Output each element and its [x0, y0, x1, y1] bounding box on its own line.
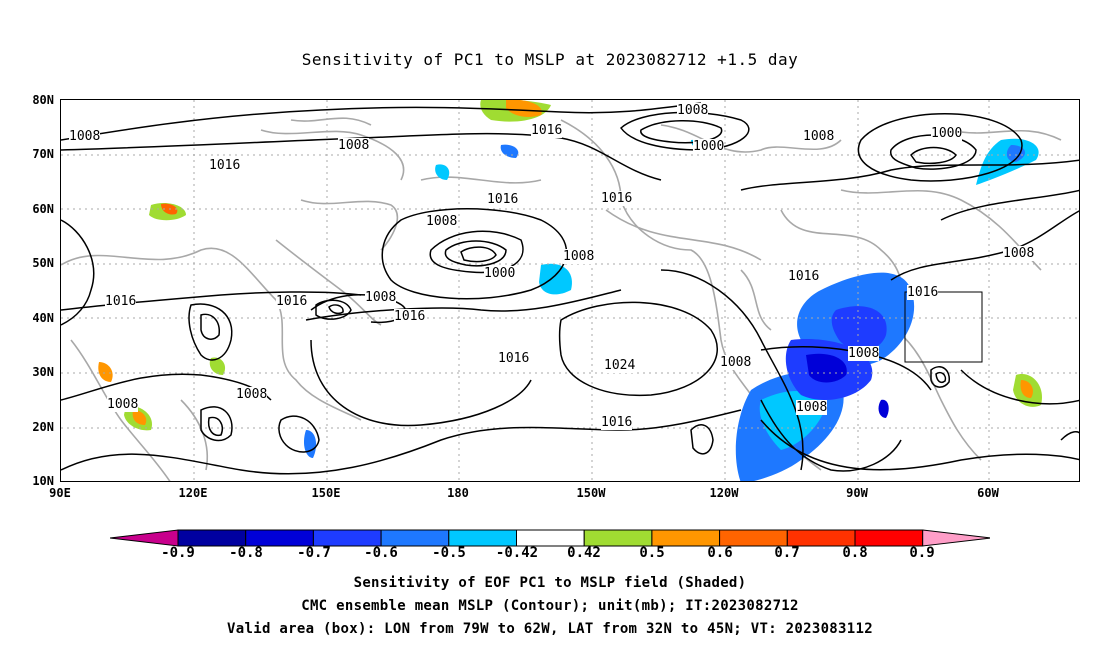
contour-label: 1000 [693, 139, 725, 154]
contour-label: 1008 [426, 214, 458, 229]
colorbar-swatch [651, 529, 721, 547]
contour-label: 1016 [394, 309, 426, 324]
contour-label: 1024 [604, 358, 636, 373]
map-panel: 1008 1008 1016 1008 1000 1008 1000 1016 … [60, 99, 1080, 482]
colorbar-label: 0.9 [909, 545, 935, 561]
contour-label: 1016 [498, 351, 530, 366]
colorbar-swatch [516, 529, 585, 547]
colorbar-label: 0.7 [774, 545, 800, 561]
contour-label: 1008 [796, 400, 828, 415]
contour-label: 1000 [484, 266, 516, 281]
lat-label-80n: 80N [32, 93, 54, 107]
contour-label: 1016 [788, 269, 820, 284]
lat-label-50n: 50N [32, 256, 54, 270]
colorbar-max-triangle [922, 529, 990, 547]
colorbar-label: -0.7 [297, 545, 331, 561]
lon-label-120w: 120W [709, 486, 739, 500]
lon-label-60w: 60W [977, 486, 999, 500]
colorbar-swatch [854, 529, 924, 547]
colorbar-swatch [583, 529, 653, 547]
contour-label: 1016 [601, 415, 633, 430]
colorbar [110, 529, 990, 547]
colorbar-swatch [177, 529, 247, 547]
contour-label: 1008 [563, 249, 595, 264]
colorbar-label: -0.42 [495, 545, 539, 561]
colorbar-label: -0.6 [364, 545, 398, 561]
contour-label: 1008 [848, 346, 880, 361]
contour-label: 1016 [276, 294, 308, 309]
colorbar-swatch [312, 529, 382, 547]
lon-label-90e: 90E [49, 486, 71, 500]
colorbar-swatch [448, 529, 517, 547]
lon-label-150e: 150E [311, 486, 341, 500]
colorbar-min-triangle [110, 529, 179, 547]
contour-label: 1008 [1003, 246, 1035, 261]
colorbar-label: 0.42 [567, 545, 601, 561]
contour-label: 1016 [487, 192, 519, 207]
contour-label: 1008 [720, 355, 752, 370]
contour-label: 1008 [107, 397, 139, 412]
contour-label: 1016 [209, 158, 241, 173]
caption-line-3: Valid area (box): LON from 79W to 62W, L… [227, 621, 873, 637]
contour-label: 1000 [931, 126, 963, 141]
contour-label: 1008 [365, 290, 397, 305]
contour-label: 1016 [907, 285, 939, 300]
colorbar-label: -0.8 [229, 545, 263, 561]
mslp-contours [61, 102, 1079, 475]
colorbar-swatch [245, 529, 314, 547]
contour-label: 1016 [601, 191, 633, 206]
contour-label: 1008 [803, 129, 835, 144]
lat-label-60n: 60N [32, 202, 54, 216]
caption-line-1: Sensitivity of EOF PC1 to MSLP field (Sh… [353, 575, 747, 591]
lon-label-150w: 150W [576, 486, 606, 500]
colorbar-swatch [719, 529, 788, 547]
lat-label-20n: 20N [32, 420, 54, 434]
contour-label: 1016 [531, 123, 563, 138]
lat-label-30n: 30N [32, 365, 54, 379]
colorbar-label: 0.5 [639, 545, 665, 561]
contour-label: 1008 [338, 138, 370, 153]
lat-label-40n: 40N [32, 311, 54, 325]
colorbar-swatch [786, 529, 856, 547]
lat-label-70n: 70N [32, 147, 54, 161]
contour-label: 1008 [69, 129, 101, 144]
page-title: Sensitivity of PC1 to MSLP at 2023082712… [301, 50, 799, 69]
contour-label: 1008 [236, 387, 268, 402]
colorbar-label: -0.5 [432, 545, 466, 561]
lon-label-120e: 120E [178, 486, 208, 500]
colorbar-label: 0.8 [842, 545, 868, 561]
lon-label-180: 180 [447, 486, 469, 500]
contour-label: 1016 [105, 294, 137, 309]
colorbar-swatch [380, 529, 450, 547]
valid-area-box [904, 291, 983, 363]
caption-line-2: CMC ensemble mean MSLP (Contour); unit(m… [301, 598, 799, 614]
lon-label-90w: 90W [846, 486, 868, 500]
lat-label-10n: 10N [32, 474, 54, 488]
colorbar-label: -0.9 [161, 545, 195, 561]
contour-label: 1008 [677, 103, 709, 118]
colorbar-label: 0.6 [707, 545, 733, 561]
